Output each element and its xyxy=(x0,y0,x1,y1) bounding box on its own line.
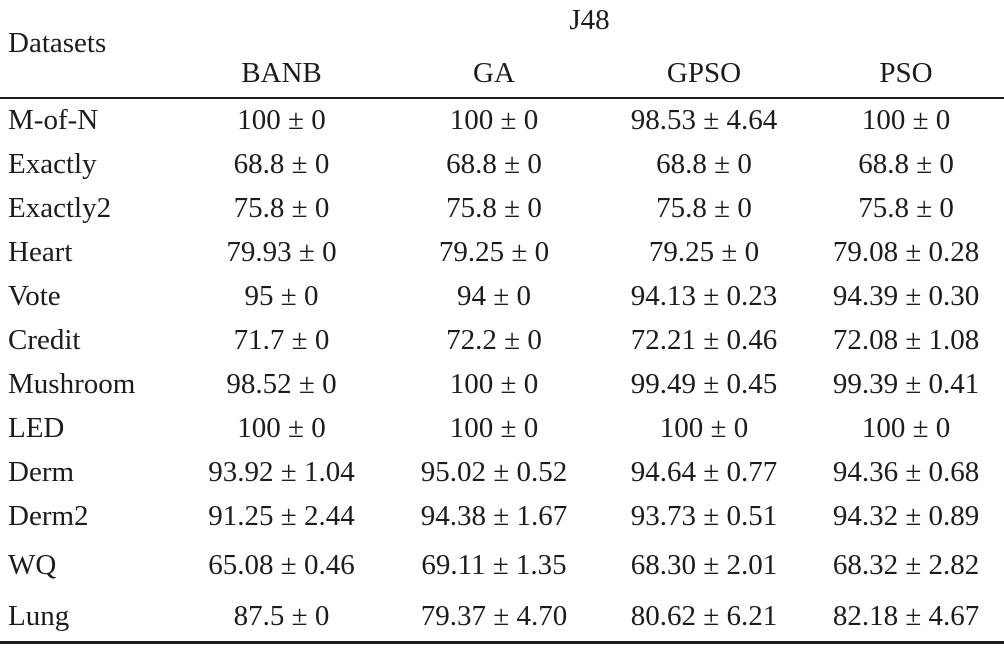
value-cell: 94.32 ± 0.89 xyxy=(832,499,980,532)
table-row: Mushroom 98.52 ± 0 100 ± 0 99.49 ± 0.45 99.3… xyxy=(0,362,1004,406)
dataset-name-cell: Exactly2 xyxy=(8,191,112,224)
value-cell: 98.52 ± 0 xyxy=(226,367,337,400)
value-cell: 99.39 ± 0.41 xyxy=(832,367,980,400)
dataset-name-cell: M-of-N xyxy=(8,104,99,136)
value-cell: 94.39 ± 0.30 xyxy=(832,279,980,312)
value-cell: 75.8 ± 0 xyxy=(446,191,542,224)
dataset-name-cell: Derm xyxy=(8,455,75,488)
group-header-j48: J48 xyxy=(569,4,610,36)
value-cell: 79.25 ± 0 xyxy=(438,235,550,268)
value-cell: 93.73 ± 0.51 xyxy=(630,499,778,532)
value-cell: 98.53 ± 4.64 xyxy=(630,104,778,136)
dataset-name-cell: LED xyxy=(8,411,65,444)
value-cell: 68.8 ± 0 xyxy=(858,147,954,180)
datasets-column-header: Datasets xyxy=(0,0,175,99)
value-cell: 82.18 ± 4.67 xyxy=(832,599,980,632)
value-cell: 79.08 ± 0.28 xyxy=(832,235,980,268)
value-cell: 87.5 ± 0 xyxy=(233,599,330,632)
value-cell: 79.93 ± 0 xyxy=(226,235,337,268)
value-cell: 100 ± 0 xyxy=(449,411,539,444)
value-cell: 100 ± 0 xyxy=(449,104,539,136)
value-cell: 100 ± 0 xyxy=(449,367,539,400)
value-cell: 75.8 ± 0 xyxy=(858,191,954,224)
table-header: Datasets J48 BANB GA GPSO PSO xyxy=(0,0,1004,99)
value-cell: 94.13 ± 0.23 xyxy=(630,279,778,312)
value-cell: 68.8 ± 0 xyxy=(446,147,542,180)
value-cell: 68.30 ± 2.01 xyxy=(630,548,778,581)
value-cell: 93.92 ± 1.04 xyxy=(208,455,355,488)
value-cell: 79.25 ± 0 xyxy=(648,235,760,268)
method-header-row: BANB GA GPSO PSO xyxy=(0,50,1004,99)
table-row: Vote 95 ± 0 94 ± 0 94.13 ± 0.23 94.39 ± 0.30 xyxy=(0,274,1004,318)
group-header-row: Datasets J48 xyxy=(0,0,1004,99)
dataset-name-cell: Mushroom xyxy=(8,367,136,400)
value-cell: 75.8 ± 0 xyxy=(656,191,752,224)
value-cell: 100 ± 0 xyxy=(861,104,951,136)
value-cell: 95 ± 0 xyxy=(244,279,319,312)
value-cell: 100 ± 0 xyxy=(237,411,326,444)
value-cell: 71.7 ± 0 xyxy=(233,323,330,356)
value-cell: 100 ± 0 xyxy=(659,411,749,444)
dataset-name-cell: Heart xyxy=(8,235,73,268)
value-cell: 94.64 ± 0.77 xyxy=(630,455,778,488)
value-cell: 100 ± 0 xyxy=(861,411,951,444)
table-row: Exactly 68.8 ± 0 68.8 ± 0 68.8 ± 0 68.8 ± 0 xyxy=(0,142,1004,186)
value-cell: 91.25 ± 2.44 xyxy=(208,499,355,532)
table-row: Heart 79.93 ± 0 79.25 ± 0 79.25 ± 0 79.08 ± … xyxy=(0,230,1004,274)
value-cell: 94.38 ± 1.67 xyxy=(420,499,568,532)
table-row: WQ 65.08 ± 0.46 69.11 ± 1.35 68.30 ± 2.01 68… xyxy=(0,538,1004,592)
value-cell: 69.11 ± 1.35 xyxy=(421,548,567,581)
value-cell: 99.49 ± 0.45 xyxy=(630,367,778,400)
value-cell: 94 ± 0 xyxy=(457,279,531,312)
method-header-pso: PSO xyxy=(808,50,1004,99)
table-row: Credit 71.7 ± 0 72.2 ± 0 72.21 ± 0.46 72.08 … xyxy=(0,318,1004,362)
dataset-name-cell: Exactly xyxy=(8,147,97,180)
value-cell: 80.62 ± 6.21 xyxy=(630,599,778,632)
value-cell: 95.02 ± 0.52 xyxy=(420,455,568,488)
method-header-banb: BANB xyxy=(175,50,388,99)
table-row: Exactly2 75.8 ± 0 75.8 ± 0 75.8 ± 0 75.8 ± 0 xyxy=(0,186,1004,230)
method-header-gpso: GPSO xyxy=(600,50,808,99)
value-cell: 68.8 ± 0 xyxy=(233,147,330,180)
dataset-name-cell: Credit xyxy=(8,323,81,356)
value-cell: 100 ± 0 xyxy=(237,104,326,136)
table-row: Lung 87.5 ± 0 79.37 ± 4.70 80.62 ± 6.21 82.1… xyxy=(0,592,1004,642)
table-body: M-of-N 100 ± 0 100 ± 0 98.53 ± 4.64 100 ± 0 E… xyxy=(0,98,1004,642)
value-cell: 94.36 ± 0.68 xyxy=(832,455,980,488)
table-row: M-of-N 100 ± 0 100 ± 0 98.53 ± 4.64 100 ± 0 xyxy=(0,98,1004,142)
value-cell: 72.08 ± 1.08 xyxy=(832,323,980,356)
value-cell: 65.08 ± 0.46 xyxy=(208,548,355,581)
table-row: Derm 93.92 ± 1.04 95.02 ± 0.52 94.64 ± 0.77… xyxy=(0,450,1004,494)
value-cell: 72.2 ± 0 xyxy=(446,323,542,356)
value-cell: 72.21 ± 0.46 xyxy=(630,323,778,356)
value-cell: 75.8 ± 0 xyxy=(233,191,330,224)
value-cell: 68.32 ± 2.82 xyxy=(832,548,980,581)
dataset-name-cell: Lung xyxy=(8,599,70,632)
dataset-name-cell: Vote xyxy=(8,279,61,312)
dataset-name-cell: Derm2 xyxy=(8,499,89,532)
table-row: Derm2 91.25 ± 2.44 94.38 ± 1.67 93.73 ± 0.5… xyxy=(0,494,1004,538)
dataset-name-cell: WQ xyxy=(8,548,57,581)
method-header-ga: GA xyxy=(388,50,600,99)
table-row: LED 100 ± 0 100 ± 0 100 ± 0 100 ± 0 xyxy=(0,406,1004,450)
value-cell: 68.8 ± 0 xyxy=(656,147,752,180)
value-cell: 79.37 ± 4.70 xyxy=(420,599,568,632)
